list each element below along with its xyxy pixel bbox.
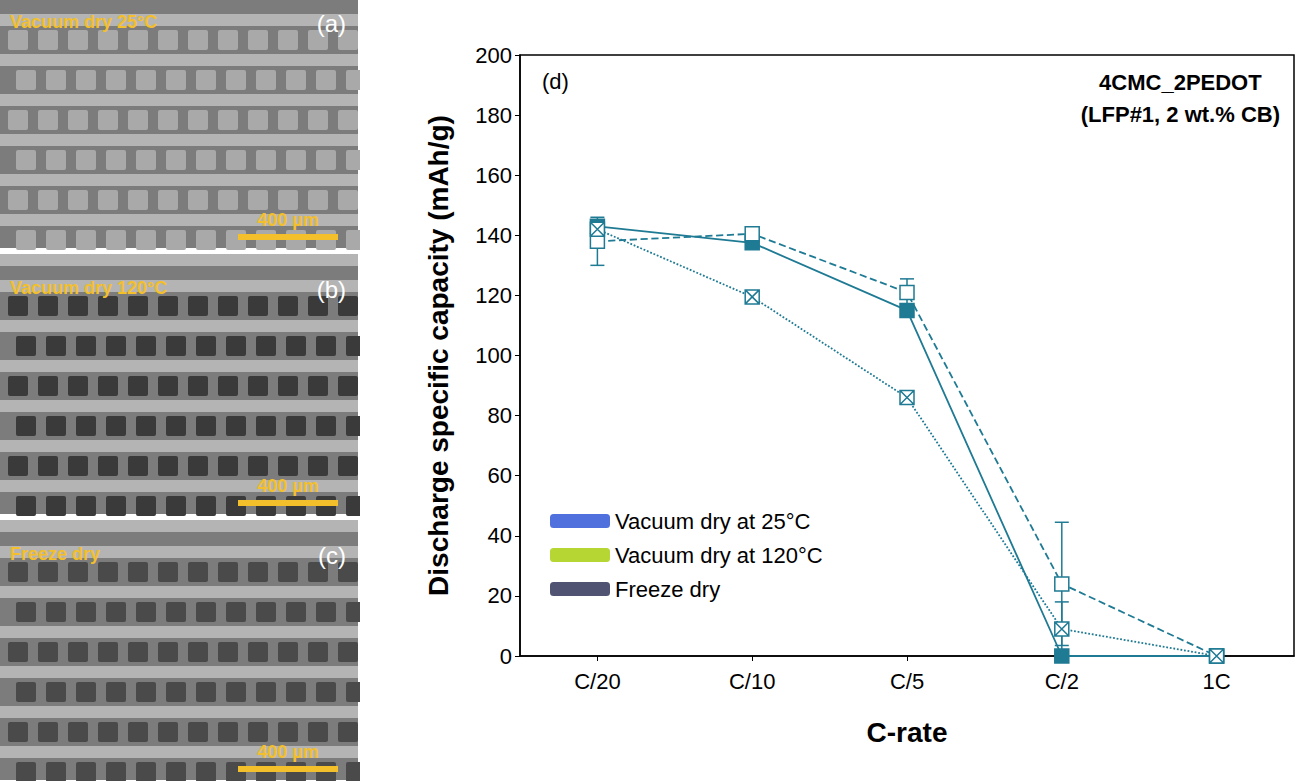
svg-text:200: 200	[475, 43, 512, 68]
svg-text:Discharge specific capacity (m: Discharge specific capacity (mAh/g)	[423, 115, 454, 596]
svg-text:140: 140	[475, 223, 512, 248]
svg-text:1C: 1C	[1203, 669, 1231, 694]
svg-text:Freeze dry: Freeze dry	[10, 544, 100, 564]
svg-text:160: 160	[475, 163, 512, 188]
svg-text:C/20: C/20	[574, 669, 620, 694]
svg-text:120: 120	[475, 283, 512, 308]
svg-text:Freeze dry: Freeze dry	[615, 577, 720, 602]
svg-text:(LFP#1, 2 wt.% CB): (LFP#1, 2 wt.% CB)	[1081, 102, 1280, 127]
svg-text:400 µm: 400 µm	[257, 210, 318, 230]
svg-text:40: 40	[488, 523, 512, 548]
svg-text:(d): (d)	[542, 69, 569, 94]
svg-text:Vacuum dry 25°C: Vacuum dry 25°C	[10, 12, 157, 32]
svg-text:100: 100	[475, 343, 512, 368]
svg-text:(b): (b)	[317, 276, 346, 303]
svg-text:400 µm: 400 µm	[257, 742, 318, 762]
svg-text:20: 20	[488, 583, 512, 608]
svg-text:C/5: C/5	[890, 669, 924, 694]
svg-text:Vacuum dry 120°C: Vacuum dry 120°C	[10, 278, 167, 298]
svg-text:180: 180	[475, 103, 512, 128]
svg-text:80: 80	[488, 403, 512, 428]
svg-text:0: 0	[500, 644, 512, 669]
svg-text:(c): (c)	[318, 542, 346, 569]
svg-text:C-rate: C-rate	[867, 717, 948, 748]
svg-text:4CMC_2PEDOT: 4CMC_2PEDOT	[1099, 70, 1262, 95]
svg-text:60: 60	[488, 463, 512, 488]
svg-text:400 µm: 400 µm	[257, 476, 318, 496]
svg-text:C/2: C/2	[1045, 669, 1079, 694]
svg-text:Vacuum dry at 25°C: Vacuum dry at 25°C	[615, 509, 811, 534]
svg-text:C/10: C/10	[729, 669, 775, 694]
svg-text:(a): (a)	[317, 10, 346, 37]
svg-text:Vacuum dry at 120°C: Vacuum dry at 120°C	[615, 543, 823, 568]
